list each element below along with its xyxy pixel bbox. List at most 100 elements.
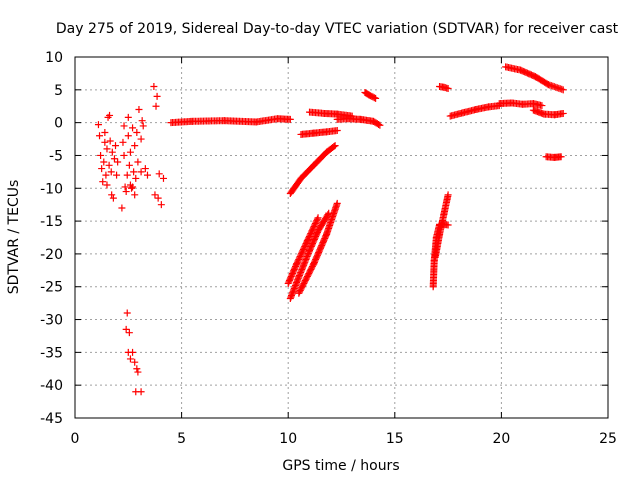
data-point: [135, 106, 143, 114]
data-point: [102, 171, 110, 179]
y-tick-label: -20: [40, 247, 63, 263]
data-point: [286, 115, 294, 123]
x-tick-label: 10: [279, 431, 297, 447]
data-point: [333, 127, 341, 135]
data-point: [121, 183, 129, 191]
data-point: [137, 135, 145, 143]
data-point: [109, 194, 117, 202]
data-point: [134, 158, 142, 166]
data-point: [137, 168, 145, 176]
data-point: [120, 122, 128, 130]
data-point: [154, 194, 162, 202]
data-point: [130, 168, 138, 176]
data-point: [375, 120, 383, 128]
data-point: [124, 113, 132, 121]
data-point: [106, 111, 114, 119]
data-point: [127, 184, 135, 192]
data-point: [444, 85, 452, 93]
data-point: [120, 151, 128, 159]
data-point: [331, 142, 339, 150]
data-point: [122, 325, 130, 333]
y-tick-label: -10: [40, 181, 63, 197]
y-tick-label: -40: [40, 378, 63, 394]
data-point: [118, 204, 126, 212]
y-tick-label: 5: [54, 83, 63, 99]
data-markers: [94, 63, 567, 396]
data-point: [94, 121, 102, 129]
data-point: [151, 191, 159, 199]
data-point: [132, 174, 140, 182]
grid-lines: [75, 57, 608, 418]
data-point: [108, 191, 116, 199]
data-point: [129, 183, 137, 191]
y-tick-label: -35: [40, 345, 63, 361]
data-point: [129, 348, 137, 356]
data-point: [110, 155, 118, 163]
y-axis-label: SDTVAR / TECUs: [6, 180, 22, 295]
data-point: [133, 365, 141, 373]
y-tick-label: -30: [40, 313, 63, 329]
data-point: [100, 158, 108, 166]
data-point: [103, 181, 111, 189]
data-point: [123, 171, 131, 179]
data-point: [444, 221, 452, 229]
data-point: [370, 94, 378, 102]
data-point: [333, 199, 341, 207]
data-point: [372, 94, 380, 102]
data-point: [557, 153, 565, 161]
x-tick-label: 20: [492, 431, 510, 447]
y-tick-label: 10: [45, 50, 63, 66]
data-point: [139, 122, 147, 130]
data-point: [141, 165, 149, 173]
data-point: [101, 138, 109, 146]
data-point: [114, 158, 122, 166]
data-point: [124, 132, 132, 140]
data-point: [134, 368, 142, 376]
data-point: [99, 178, 107, 186]
axis-ticks: 0 5 10 15 20 25 10 5 0 -5 -10 -15 -20 -25 -30 -35 -40 -45: [40, 50, 617, 447]
data-point: [138, 117, 146, 125]
data-point: [559, 109, 567, 117]
data-point: [131, 358, 139, 366]
data-point: [106, 137, 114, 145]
x-tick-label: 15: [386, 431, 404, 447]
data-point: [133, 128, 141, 136]
y-tick-label: -5: [49, 148, 63, 164]
y-tick-label: -15: [40, 214, 63, 230]
data-point: [143, 171, 151, 179]
data-point: [108, 148, 116, 156]
x-tick-label: 25: [599, 431, 617, 447]
data-point: [125, 161, 133, 169]
data-point: [444, 191, 452, 199]
data-point: [126, 355, 134, 363]
plot-frame: [74, 56, 609, 419]
x-tick-label: 5: [177, 431, 186, 447]
data-point: [559, 86, 567, 94]
data-point: [126, 148, 134, 156]
y-tick-label: 0: [54, 116, 63, 132]
x-axis-label: GPS time / hours: [282, 458, 399, 474]
data-point: [112, 142, 120, 150]
data-point: [129, 124, 137, 132]
data-point: [131, 191, 139, 199]
chart-title: Day 275 of 2019, Sidereal Day-to-day VTE…: [56, 21, 619, 37]
data-point: [107, 168, 115, 176]
data-point: [101, 128, 109, 136]
data-point: [125, 329, 133, 337]
data-point: [152, 102, 160, 110]
data-point: [314, 214, 322, 222]
data-point: [103, 145, 111, 153]
x-tick-label: 0: [71, 431, 80, 447]
data-point: [119, 138, 127, 146]
data-point: [98, 165, 106, 173]
data-point: [113, 171, 121, 179]
data-point: [131, 142, 139, 150]
data-point: [153, 92, 161, 100]
data-point: [97, 151, 105, 159]
data-point: [122, 188, 130, 196]
data-point: [376, 121, 384, 129]
data-point: [155, 170, 163, 178]
data-point: [157, 201, 165, 209]
data-point: [538, 102, 546, 110]
